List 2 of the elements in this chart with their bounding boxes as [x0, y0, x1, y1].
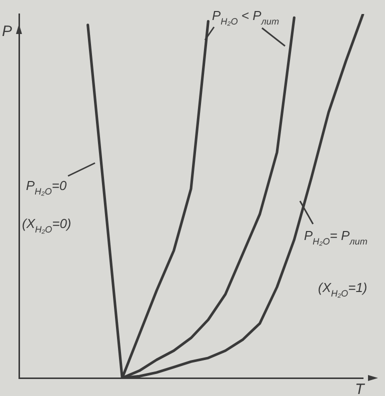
- y-axis-title: P: [2, 23, 12, 40]
- x-axis-title: T: [355, 381, 366, 396]
